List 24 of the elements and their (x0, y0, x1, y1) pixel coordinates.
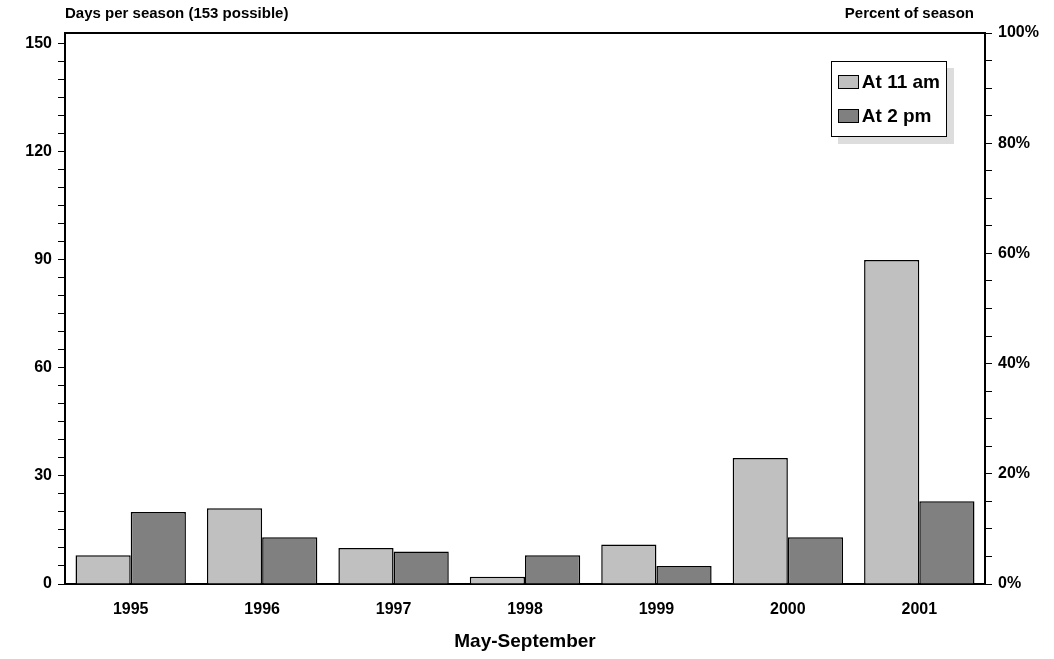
y-tick-label: 150 (25, 34, 53, 52)
y2-axis-title: Percent of season (844, 4, 974, 21)
y-tick-label: 90 (34, 250, 53, 268)
x-tick-label: 1999 (638, 600, 675, 618)
x-tick-label: 2000 (770, 600, 806, 618)
legend-label: At 2 pm (861, 105, 932, 127)
y-tick-label: 0 (43, 574, 53, 592)
x-tick-label: 1996 (244, 600, 281, 618)
x-tick-label: 1995 (112, 600, 149, 618)
y-tick-label: 60 (34, 358, 53, 376)
y2-tick-label: 20% (998, 464, 1031, 482)
y2-tick-label: 100% (998, 23, 1039, 41)
y2-tick-label: 60% (998, 243, 1031, 261)
x-tick-label: 1997 (375, 600, 412, 618)
legend-label: At 11 am (861, 71, 940, 93)
y2-tick-label: 80% (998, 133, 1031, 151)
y-tick-label: 120 (25, 142, 53, 160)
y-axis-title: Days per season (153 possible) (65, 4, 289, 21)
y2-tick-label: 40% (998, 354, 1031, 372)
y-tick-label: 30 (34, 466, 53, 484)
x-tick-label: 1998 (507, 600, 543, 618)
x-tick-label: 2001 (901, 600, 938, 618)
x-axis-title: May-September (453, 630, 597, 652)
y2-tick-label: 0% (998, 574, 1022, 592)
